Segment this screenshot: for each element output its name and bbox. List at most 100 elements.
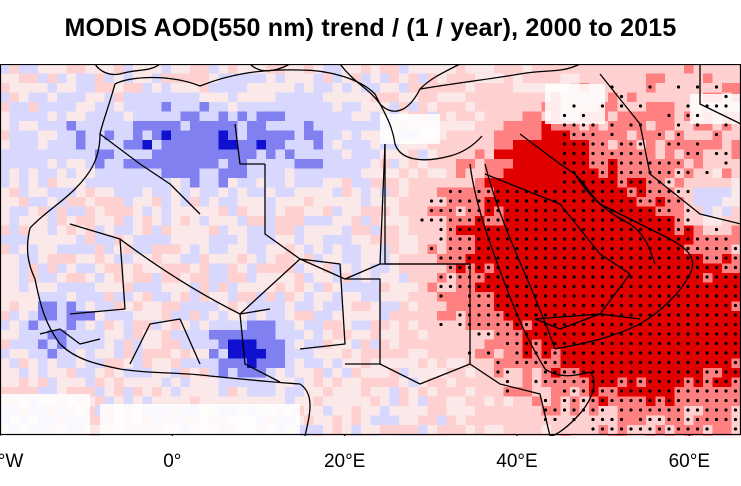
significance-dot bbox=[648, 389, 652, 393]
trend-cell bbox=[323, 73, 334, 84]
significance-dot bbox=[505, 208, 510, 213]
trend-cell bbox=[503, 159, 514, 170]
trend-cell bbox=[47, 197, 58, 208]
trend-cell bbox=[47, 121, 58, 132]
trend-cell bbox=[85, 206, 96, 217]
trend-cell bbox=[123, 225, 134, 236]
trend-cell bbox=[85, 387, 96, 398]
trend-cell bbox=[38, 178, 49, 189]
significance-dot bbox=[629, 256, 633, 260]
trend-cell bbox=[418, 244, 429, 255]
significance-dot bbox=[648, 256, 652, 260]
trend-cell bbox=[361, 111, 372, 122]
trend-cell bbox=[209, 130, 220, 141]
trend-cell bbox=[0, 358, 11, 369]
trend-cell bbox=[275, 330, 286, 341]
trend-cell bbox=[427, 425, 438, 436]
significance-dot bbox=[638, 237, 643, 241]
trend-cell bbox=[142, 368, 153, 379]
significance-dot bbox=[629, 227, 633, 232]
trend-cell bbox=[247, 187, 258, 198]
trend-cell bbox=[76, 273, 87, 284]
border-west-small-2 bbox=[129, 318, 201, 365]
trend-cell bbox=[617, 83, 628, 94]
significance-dot bbox=[705, 237, 709, 241]
trend-cell bbox=[123, 111, 134, 122]
significance-dot bbox=[619, 237, 624, 241]
trend-cell bbox=[152, 320, 163, 331]
significance-dot bbox=[733, 417, 738, 422]
trend-cell bbox=[228, 187, 239, 198]
significance-dot bbox=[600, 256, 605, 260]
significance-dot bbox=[467, 246, 472, 251]
trend-cell bbox=[85, 349, 96, 360]
significance-dot bbox=[486, 313, 491, 317]
significance-dot bbox=[591, 294, 595, 298]
trend-cell bbox=[199, 235, 210, 246]
significance-dot bbox=[686, 303, 690, 308]
trend-cell bbox=[703, 73, 714, 84]
trend-cell bbox=[285, 187, 296, 198]
trend-cell bbox=[522, 149, 533, 160]
trend-cell bbox=[693, 434, 704, 436]
trend-cell bbox=[408, 197, 419, 208]
significance-dot bbox=[705, 303, 709, 308]
trend-cell bbox=[285, 244, 296, 255]
trend-cell bbox=[199, 64, 210, 75]
trend-cell bbox=[437, 73, 448, 84]
trend-cell bbox=[418, 149, 429, 160]
trend-cell bbox=[342, 235, 353, 246]
trend-cell bbox=[370, 102, 381, 113]
trend-cell bbox=[294, 244, 305, 255]
trend-cell bbox=[142, 187, 153, 198]
trend-cell bbox=[275, 349, 286, 360]
significance-dot bbox=[657, 208, 662, 213]
trend-cell bbox=[247, 273, 258, 284]
trend-cell bbox=[47, 377, 58, 388]
trend-cell bbox=[171, 244, 182, 255]
trend-cell bbox=[361, 130, 372, 141]
trend-cell bbox=[0, 368, 11, 379]
trend-cell bbox=[731, 235, 741, 246]
significance-dot bbox=[667, 398, 671, 403]
significance-dot bbox=[515, 303, 519, 308]
trend-cell bbox=[304, 254, 315, 265]
significance-dot bbox=[667, 208, 671, 213]
trend-cell bbox=[408, 358, 419, 369]
trend-cell bbox=[703, 159, 714, 170]
trend-cell bbox=[712, 216, 723, 227]
significance-dot bbox=[714, 332, 719, 336]
significance-dot bbox=[667, 113, 671, 118]
trend-cell bbox=[95, 111, 106, 122]
significance-dot bbox=[591, 360, 595, 365]
trend-cell bbox=[313, 301, 324, 312]
trend-cell bbox=[304, 311, 315, 322]
trend-cell bbox=[190, 159, 201, 170]
trend-cell bbox=[123, 140, 134, 151]
trend-cell bbox=[237, 73, 248, 84]
trend-cell bbox=[104, 301, 115, 312]
trend-cell bbox=[95, 225, 106, 236]
trend-cell bbox=[266, 377, 277, 388]
significance-dot bbox=[648, 303, 652, 308]
trend-cell bbox=[142, 102, 153, 113]
trend-cell bbox=[0, 320, 11, 331]
trend-cell bbox=[418, 396, 429, 407]
trend-cell bbox=[513, 121, 524, 132]
trend-cell bbox=[123, 73, 134, 84]
trend-cell bbox=[19, 330, 30, 341]
border-niger bbox=[239, 258, 346, 350]
trend-cell bbox=[513, 396, 524, 407]
significance-dot bbox=[686, 389, 690, 393]
trend-cell bbox=[722, 187, 733, 198]
trend-cell bbox=[104, 320, 115, 331]
trend-cell bbox=[123, 273, 134, 284]
trend-cell bbox=[247, 140, 258, 151]
trend-cell bbox=[180, 320, 191, 331]
significance-dot bbox=[619, 189, 624, 194]
trend-cell bbox=[161, 273, 172, 284]
trend-cell bbox=[427, 225, 438, 236]
trend-cell bbox=[0, 83, 11, 94]
trend-cell bbox=[332, 83, 343, 94]
significance-dot bbox=[619, 332, 624, 336]
